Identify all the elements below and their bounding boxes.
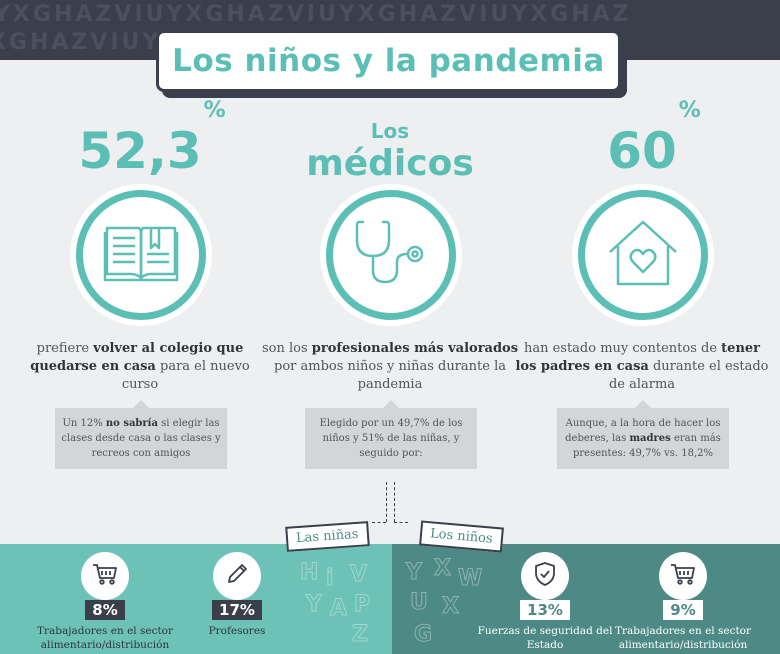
- item-label: Profesores: [208, 625, 266, 637]
- decorative-letters: A: [329, 596, 348, 622]
- boys-item-security-forces: 13% Fuerzas de seguridad del Estado: [470, 552, 620, 652]
- decorative-letters: Y: [306, 592, 323, 618]
- connector-line: [394, 482, 395, 522]
- stat-description: han estado muy contentos de tener los pa…: [515, 341, 769, 392]
- stat-unit: %: [203, 98, 226, 123]
- shopping-cart-icon: [92, 563, 118, 589]
- title-box: Los niños y la pandemia: [156, 30, 621, 92]
- icon-circle: [659, 552, 707, 600]
- stethoscope-icon: [353, 218, 429, 292]
- percentage-badge: 8%: [85, 600, 125, 620]
- percentage-badge: 17%: [212, 600, 262, 620]
- stat-column-parents: 60% han estado muy contentos de tener lo…: [512, 100, 772, 469]
- decorative-letters: Y: [406, 560, 423, 586]
- percentage-badge: 13%: [520, 600, 570, 620]
- decorative-letters: V: [349, 562, 368, 588]
- page-title: Los niños y la pandemia: [172, 43, 605, 79]
- decorative-letters: P: [353, 592, 371, 618]
- decorative-letters: i: [326, 566, 334, 592]
- item-label: Fuerzas de seguridad del Estado: [477, 625, 613, 651]
- stat-number: 52,3%: [78, 100, 225, 190]
- headline: médicos: [306, 143, 474, 184]
- shopping-cart-icon: [670, 563, 696, 589]
- icon-circle: [81, 552, 129, 600]
- icon-circle: [521, 552, 569, 600]
- stat-note: Elegido por un 49,7% de los niños y 51% …: [305, 400, 477, 469]
- decorative-letters: X: [434, 556, 452, 582]
- decorative-letters: Z: [352, 622, 369, 648]
- stat-value: 60: [607, 122, 677, 180]
- stat-number: 60%: [607, 100, 701, 190]
- decorative-letters: U: [410, 590, 429, 616]
- connector-line: [386, 482, 387, 522]
- connector-line: [394, 522, 408, 523]
- item-label: Trabajadores en el sector alimentario/di…: [36, 625, 174, 651]
- decorative-letters: W: [457, 566, 483, 592]
- icon-circle: [578, 190, 708, 320]
- house-heart-icon: [606, 218, 680, 292]
- percentage-badge: 9%: [663, 600, 703, 620]
- pattern-letters: YXGHAZVIUYXGHAZVIUYXGHAZVIUYXGHAZ: [0, 2, 632, 27]
- stat-column-doctors: Los médicos son los profesionales más va…: [260, 112, 520, 469]
- stat-description: prefiere volver al colegio que quedarse …: [30, 341, 250, 392]
- shield-check-icon: [534, 561, 556, 591]
- icon-circle: [326, 190, 456, 320]
- decorative-letters: H: [299, 560, 319, 586]
- decorative-letters: G: [413, 622, 433, 648]
- icon-circle: [213, 552, 261, 600]
- headline-prefix: Los: [370, 119, 410, 143]
- stat-note: Un 12% no sabría si elegir las clases de…: [55, 400, 227, 469]
- decorative-letters: X: [442, 594, 460, 620]
- stat-column-school: 52,3% prefiere volver al colegio que que…: [10, 100, 270, 469]
- connector-line: [372, 522, 386, 523]
- boys-panel: Y X W U X G 13% Fuerzas de seguridad del…: [392, 544, 780, 654]
- girls-item-food-workers: 8% Trabajadores en el sector alimentario…: [30, 552, 180, 652]
- stat-unit: %: [678, 98, 701, 123]
- stat-value: 52,3: [78, 122, 202, 180]
- girls-panel: H i V Y A P Z 8% Trabajadores en el sect…: [0, 544, 392, 654]
- open-book-icon: [103, 222, 179, 288]
- icon-circle: [76, 190, 206, 320]
- item-label: Trabajadores en el sector alimentario/di…: [614, 625, 752, 651]
- stat-description: son los profesionales más valorados por …: [261, 341, 519, 392]
- pencil-icon: [225, 562, 249, 590]
- stat-note: Aunque, a la hora de hacer los deberes, …: [557, 400, 729, 469]
- girls-item-teachers: 17% Profesores: [162, 552, 312, 638]
- boys-item-food-workers: 9% Trabajadores en el sector alimentario…: [608, 552, 758, 652]
